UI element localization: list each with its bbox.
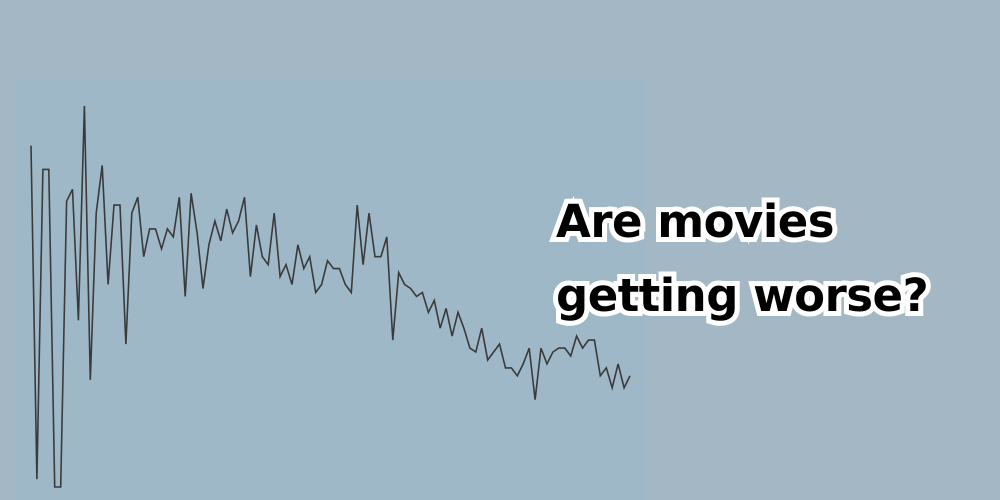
- headline-line-1: Are movies: [551, 190, 840, 253]
- headline-line-2: getting worse?: [551, 264, 934, 327]
- plot-area-background: [15, 80, 645, 500]
- series-layer: [30, 105, 631, 488]
- series-line-0: [30, 105, 631, 488]
- headline: Are movies getting worse?: [551, 185, 986, 333]
